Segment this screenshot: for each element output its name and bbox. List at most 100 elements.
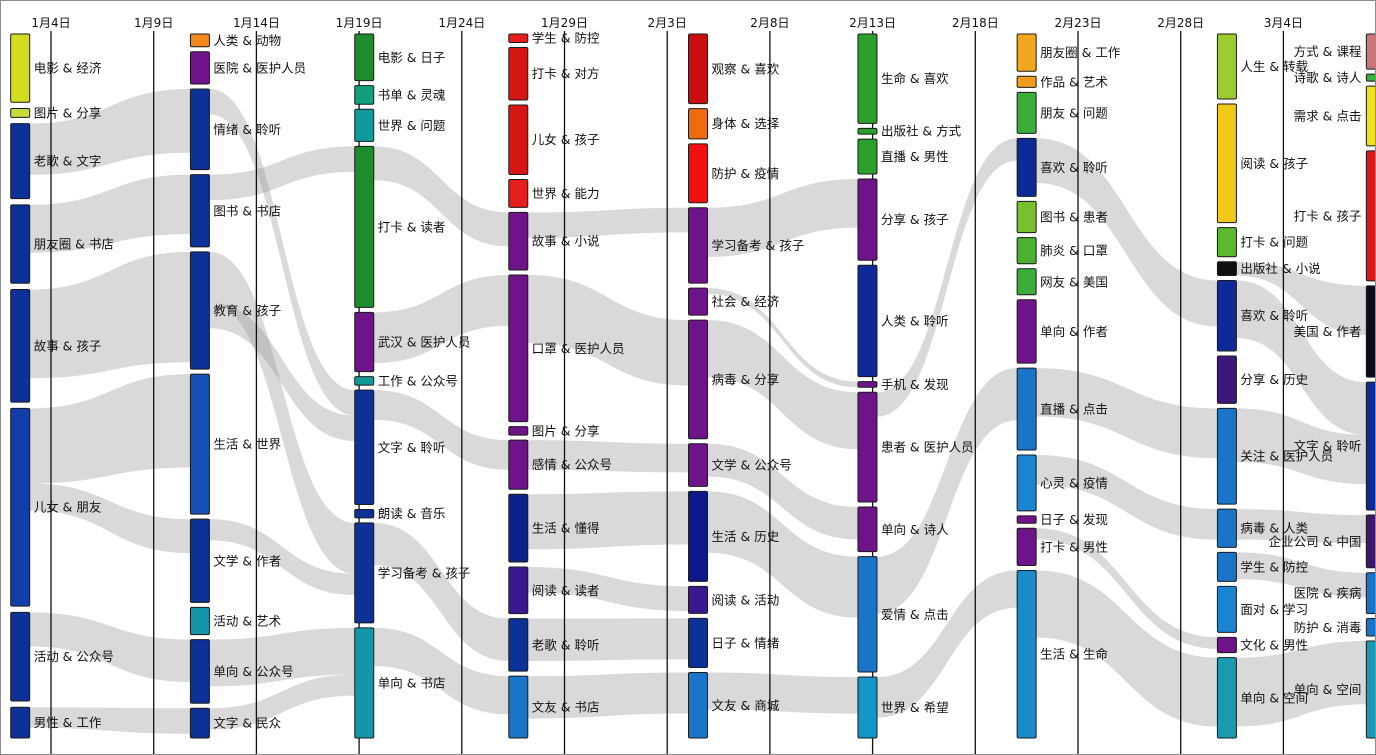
sankey-node[interactable] (1216, 261, 1237, 277)
sankey-node[interactable] (857, 178, 878, 261)
sankey-node[interactable] (508, 675, 529, 739)
sankey-node[interactable] (1016, 200, 1037, 234)
sankey-node[interactable] (857, 381, 878, 388)
sankey-node[interactable] (688, 108, 709, 140)
sankey-node[interactable] (1216, 657, 1237, 739)
sankey-node[interactable] (857, 676, 878, 739)
sankey-node[interactable] (508, 104, 529, 175)
sankey-node[interactable] (857, 391, 878, 503)
sankey-node[interactable] (857, 33, 878, 124)
sankey-node[interactable] (1365, 150, 1375, 282)
sankey-node[interactable] (354, 627, 375, 739)
sankey-node[interactable] (688, 287, 709, 316)
sankey-node[interactable] (508, 46, 529, 101)
sankey-node[interactable] (1216, 33, 1237, 100)
sankey-node[interactable] (1216, 227, 1237, 258)
sankey-node[interactable] (10, 611, 31, 702)
sankey-node[interactable] (354, 508, 375, 519)
sankey-node[interactable] (1216, 103, 1237, 224)
sankey-node[interactable] (189, 174, 210, 248)
sankey-node[interactable] (189, 518, 210, 603)
sankey-node[interactable] (1365, 381, 1375, 511)
sankey-node[interactable] (1216, 585, 1237, 633)
date-tick-label: 2月18日 (952, 16, 999, 30)
sankey-node[interactable] (1365, 514, 1375, 569)
sankey-node[interactable] (1365, 33, 1375, 70)
sankey-node[interactable] (1016, 569, 1037, 739)
sankey-node[interactable] (857, 138, 878, 175)
sankey-node[interactable] (688, 33, 709, 105)
sankey-node[interactable] (10, 33, 31, 103)
sankey-node[interactable] (1016, 454, 1037, 512)
sankey-node[interactable] (688, 617, 709, 669)
sankey-node[interactable] (189, 707, 210, 739)
sankey-node[interactable] (354, 376, 375, 386)
sankey-node[interactable] (1216, 508, 1237, 548)
sankey-node[interactable] (508, 426, 529, 436)
sankey-node[interactable] (1016, 33, 1037, 72)
sankey-node[interactable] (354, 522, 375, 624)
sankey-node[interactable] (1016, 299, 1037, 364)
sankey-node[interactable] (1016, 137, 1037, 197)
sankey-node[interactable] (10, 204, 31, 284)
sankey-node[interactable] (1016, 268, 1037, 296)
sankey-node[interactable] (1216, 355, 1237, 404)
sankey-node[interactable] (508, 33, 529, 43)
sankey-node[interactable] (508, 439, 529, 490)
sankey-node[interactable] (1365, 73, 1375, 82)
node-label: 方式 & 课程 (1294, 44, 1362, 59)
sankey-node[interactable] (354, 33, 375, 82)
sankey-node[interactable] (1216, 636, 1237, 654)
sankey-node[interactable] (10, 407, 31, 607)
sankey-node[interactable] (1016, 91, 1037, 134)
sankey-node[interactable] (10, 706, 31, 739)
sankey-node[interactable] (354, 311, 375, 373)
sankey-node[interactable] (1365, 285, 1375, 378)
sankey-node[interactable] (857, 506, 878, 553)
sankey-node[interactable] (508, 493, 529, 563)
sankey-node[interactable] (354, 145, 375, 308)
sankey-node[interactable] (354, 108, 375, 142)
sankey-node[interactable] (1016, 367, 1037, 451)
sankey-node[interactable] (508, 618, 529, 672)
sankey-node[interactable] (1365, 572, 1375, 614)
sankey-node[interactable] (10, 107, 31, 118)
sankey-node[interactable] (1365, 640, 1375, 739)
sankey-node[interactable] (1016, 237, 1037, 265)
sankey-node[interactable] (857, 264, 878, 378)
sankey-node[interactable] (1216, 280, 1237, 352)
sankey-node[interactable] (688, 443, 709, 487)
sankey-node[interactable] (189, 33, 210, 48)
sankey-node[interactable] (10, 289, 31, 403)
sankey-node[interactable] (10, 123, 31, 200)
sankey-node[interactable] (508, 211, 529, 271)
sankey-node[interactable] (354, 85, 375, 105)
sankey-node[interactable] (688, 319, 709, 440)
sankey-node[interactable] (354, 389, 375, 505)
sankey-node[interactable] (688, 143, 709, 204)
sankey-node[interactable] (189, 606, 210, 636)
sankey-node[interactable] (1365, 617, 1375, 637)
sankey-node[interactable] (508, 178, 529, 208)
sankey-node[interactable] (1216, 407, 1237, 505)
sankey-node[interactable] (688, 585, 709, 614)
sankey-node[interactable] (189, 51, 210, 85)
node-label: 出版社 & 小说 (1240, 261, 1320, 276)
sankey-node[interactable] (1016, 515, 1037, 524)
sankey-node[interactable] (189, 88, 210, 171)
sankey-node[interactable] (189, 373, 210, 515)
sankey-node[interactable] (1216, 551, 1237, 582)
sankey-node[interactable] (1365, 85, 1375, 147)
sankey-node[interactable] (857, 127, 878, 135)
sankey-node[interactable] (189, 251, 210, 370)
sankey-node[interactable] (1016, 527, 1037, 566)
sankey-node[interactable] (508, 566, 529, 615)
sankey-node[interactable] (857, 556, 878, 673)
sankey-node[interactable] (688, 207, 709, 284)
sankey-node[interactable] (189, 639, 210, 704)
sankey-node[interactable] (508, 274, 529, 423)
sankey-node[interactable] (1016, 75, 1037, 88)
sankey-node[interactable] (688, 672, 709, 739)
sankey-node[interactable] (688, 490, 709, 582)
